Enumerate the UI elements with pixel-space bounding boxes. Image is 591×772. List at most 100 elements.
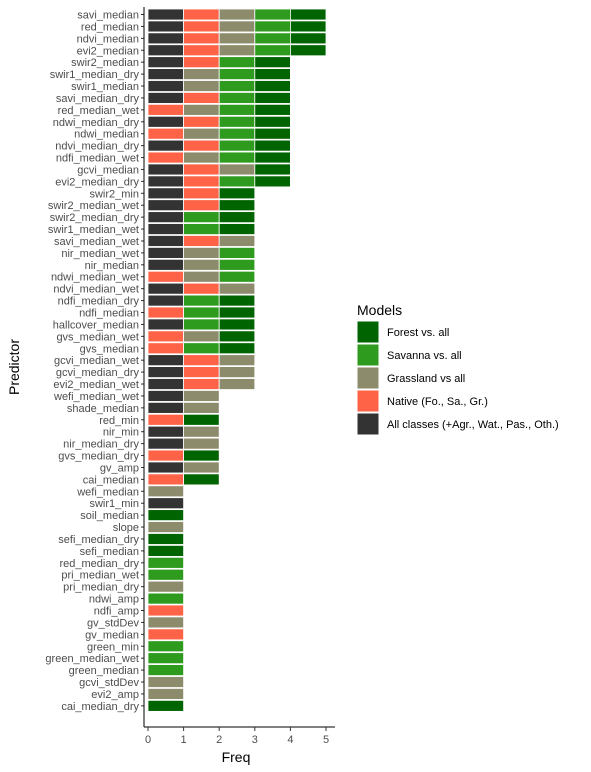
y-tick-label: swir1_median <box>71 81 139 93</box>
bars-layer <box>147 8 327 712</box>
bar-segment-evi2_median_wet-grassland <box>218 378 256 390</box>
y-tick-label: ndvi_median <box>77 33 139 45</box>
bar-segment-evi2_median-native <box>183 44 220 57</box>
bar-segment-evi2_median_dry-all <box>147 175 184 188</box>
bar-segment-red_median-savanna <box>254 20 291 33</box>
bar-segment-ndwi_median_wet-grassland <box>183 270 220 283</box>
bar-segment-red_min-forest <box>183 413 220 426</box>
bar-segment-ndfi_median-savanna <box>183 306 220 319</box>
bar-segment-evi2_median-savanna <box>254 44 291 57</box>
bar-segment-swir2_min-forest <box>218 187 256 200</box>
bar-segment-soil_median-forest <box>147 509 184 522</box>
y-tick-label: savi_median <box>77 10 139 22</box>
x-tick-label: 5 <box>323 734 329 746</box>
y-tick-label: swir2_median <box>71 57 139 69</box>
legend-title: Models <box>357 302 402 318</box>
y-tick-label: wefi_median <box>76 486 139 498</box>
bar-segment-gvs_median-savanna <box>183 342 220 355</box>
bar-segment-ndwi_median_wet-native <box>147 270 184 283</box>
bar-segment-evi2_median_wet-native <box>183 378 220 390</box>
legend-label-all: All classes (+Agr., Wat., Pas., Oth.) <box>387 419 559 431</box>
y-tick-label: nir_median_dry <box>63 439 139 451</box>
bar-segment-gvs_median_dry-forest <box>183 449 220 462</box>
bar-segment-nir_median_wet-grassland <box>183 246 220 259</box>
bar-segment-savi_median_wet-native <box>183 235 220 247</box>
bar-segment-swir1_median_wet-savanna <box>183 223 220 235</box>
bar-segment-ndvi_median_wet-grassland <box>218 282 256 295</box>
y-tick-label: gv_stdDev <box>87 617 139 629</box>
bar-segment-nir_median-all <box>147 258 184 271</box>
y-tick-label: cai_median <box>83 474 139 486</box>
bar-segment-swir2_median_wet-forest <box>218 199 256 212</box>
y-tick-label: gcvi_median <box>77 164 139 176</box>
bar-segment-ndwi_median_dry-native <box>183 115 220 128</box>
y-tick-label: red_min <box>99 415 139 427</box>
bar-segment-swir2_median_dry-forest <box>218 211 256 224</box>
bar-segment-wefi_median_wet-grassland <box>183 390 220 402</box>
bar-segment-gcvi_median_dry-grassland <box>218 366 256 379</box>
bar-segment-swir2_min-native <box>183 187 220 200</box>
bar-segment-green_min-savanna <box>147 640 184 653</box>
y-tick-label: nir_median_wet <box>61 248 139 260</box>
bar-segment-evi2_median-all <box>147 44 184 57</box>
bar-segment-evi2_median-grassland <box>218 44 256 57</box>
y-tick-label: nir_min <box>103 427 139 439</box>
legend: Models Forest vs. all Savanna vs. all Gras… <box>356 302 559 436</box>
bar-segment-red_median_wet-savanna <box>218 103 256 116</box>
bar-segment-swir1_median_dry-savanna <box>218 68 256 80</box>
bar-segment-gvs_median-forest <box>218 342 256 355</box>
bar-segment-wefi_median-grassland <box>147 485 184 498</box>
legend-swatch-native <box>356 389 380 413</box>
bar-segment-swir2_median_wet-native <box>183 199 220 212</box>
y-tick-label: sefi_median_dry <box>58 534 139 546</box>
bar-segment-gcvi_median-native <box>183 163 220 176</box>
bar-segment-savi_median_dry-all <box>147 92 184 104</box>
bar-segment-savi_median-native <box>183 8 220 21</box>
y-tick-label: evi2_amp <box>91 689 139 701</box>
bar-segment-nir_median_wet-savanna <box>218 246 256 259</box>
bar-segment-ndwi_median_wet-savanna <box>218 270 256 283</box>
bar-segment-swir2_median-all <box>147 56 184 69</box>
y-tick-label: ndwi_median_dry <box>53 117 140 129</box>
bar-segment-savi_median-forest <box>289 8 327 21</box>
y-tick-label: evi2_median <box>77 45 139 57</box>
y-tick-label: swir1_median_dry <box>50 69 140 81</box>
bar-segment-swir2_min-all <box>147 187 184 200</box>
bar-segment-sefi_median_dry-forest <box>147 533 184 545</box>
bar-segment-ndfi_median_wet-grassland <box>183 151 220 164</box>
y-tick-label: green_min <box>87 641 139 653</box>
bar-segment-ndfi_median_wet-savanna <box>218 151 256 164</box>
bar-segment-gv_amp-all <box>147 461 184 474</box>
bar-segment-cai_median-native <box>147 473 184 486</box>
bar-segment-ndfi_median_dry-forest <box>218 294 256 307</box>
bar-segment-ndfi_median-native <box>147 306 184 319</box>
bar-segment-swir1_median_wet-forest <box>218 223 256 235</box>
y-tick-label: evi2_median_wet <box>53 379 139 391</box>
bar-segment-ndwi_median-native <box>147 127 184 140</box>
y-tick-label: hallcover_median <box>53 319 139 331</box>
bar-segment-pri_median_wet-savanna <box>147 568 184 581</box>
bar-segment-swir2_median-forest <box>254 56 291 69</box>
y-tick-label: sefi_median <box>80 546 139 558</box>
x-axis: 0 1 2 3 4 5 <box>144 726 335 746</box>
bar-segment-swir1_median_dry-forest <box>254 68 291 80</box>
bar-segment-hallcover_median-savanna <box>183 318 220 331</box>
bar-segment-swir1_median-all <box>147 80 184 92</box>
bar-segment-nir_median_wet-all <box>147 246 184 259</box>
y-tick-label: swir2_median_dry <box>50 212 140 224</box>
bar-segment-gv_median-native <box>147 628 184 641</box>
bar-segment-savi_median-savanna <box>254 8 291 21</box>
y-tick-label: soil_median <box>80 510 139 522</box>
y-tick-label: wefi_median_wet <box>53 391 139 403</box>
bar-segment-evi2_median_wet-all <box>147 378 184 390</box>
bar-segment-ndwi_median_dry-savanna <box>218 115 256 128</box>
bar-segment-ndwi_amp-savanna <box>147 592 184 605</box>
x-tick-label: 0 <box>145 734 151 746</box>
bar-segment-gcvi_median_dry-native <box>183 366 220 379</box>
legend-label-grassland: Grassland vs all <box>387 373 465 385</box>
x-axis-title: Freq <box>222 749 251 765</box>
y-tick-label: gcvi_stdDev <box>79 677 139 689</box>
y-tick-label: red_median <box>81 21 139 33</box>
y-tick-label: red_median_wet <box>58 105 139 117</box>
bar-segment-gcvi_median-forest <box>254 163 291 176</box>
